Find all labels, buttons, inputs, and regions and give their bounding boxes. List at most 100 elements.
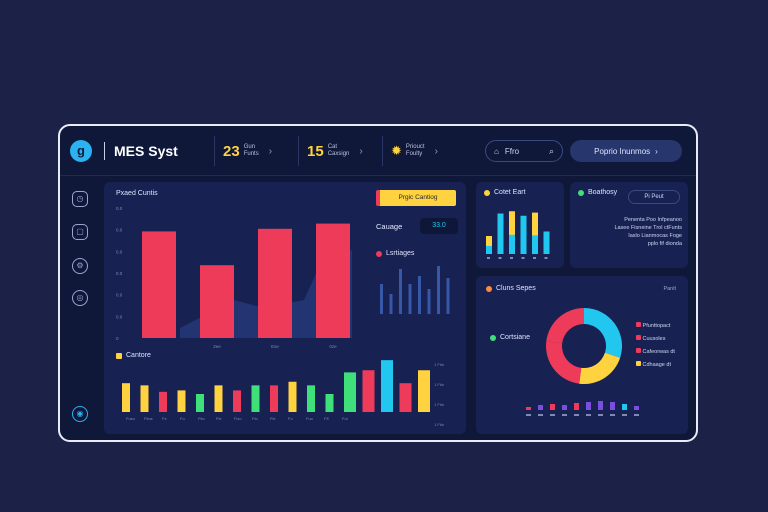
kpi-2[interactable]: 15 Cat Caxsign › xyxy=(298,136,363,166)
boat-panel: Boathosy Pi Peut Penenta Poo Infpeanoo L… xyxy=(570,182,688,268)
legend-dot xyxy=(578,189,584,196)
x-tick-label: Fuso xyxy=(126,416,136,421)
count-bar-chart xyxy=(486,211,550,259)
count-chart-panel: Cotet Eart xyxy=(476,182,564,268)
search-icon[interactable]: ⌕ xyxy=(548,145,554,156)
x-tick xyxy=(526,414,531,416)
bar xyxy=(598,401,603,410)
mini-title: Lsrtiages xyxy=(376,250,414,257)
x-tick xyxy=(487,257,490,259)
legend-dot xyxy=(376,250,382,257)
donut-chart xyxy=(546,308,622,384)
x-tick xyxy=(533,257,536,259)
donut-legend: Pfunttopact Cuusoles Cafeorwas dt Cdhaag… xyxy=(636,320,675,372)
donut-slice xyxy=(584,308,622,358)
gear-icon[interactable]: ⚙ xyxy=(72,258,88,274)
bar xyxy=(316,223,350,338)
bar xyxy=(562,405,567,410)
bar xyxy=(532,212,538,254)
help-icon[interactable]: ◉ xyxy=(72,406,88,422)
orange-tag[interactable]: Prgic Cantiog xyxy=(376,190,456,206)
bar xyxy=(526,407,531,410)
x-tick-label: Fito xyxy=(198,416,205,421)
bar xyxy=(418,370,430,412)
y-tick-label: 0 xyxy=(116,336,119,341)
count-title: Cotet Eart xyxy=(484,189,526,196)
donut-title: Cluns Sepes xyxy=(486,285,536,292)
chevron-right-icon: › xyxy=(359,145,363,157)
action-button[interactable]: Poprio Inunmos › xyxy=(570,140,682,162)
y-tick-label: 0.0 xyxy=(116,228,123,233)
bar xyxy=(325,394,334,412)
logo-icon: g xyxy=(70,140,92,162)
top-bar: g MES Syst 23 Gun Funts › 15 Cat Caxsign ›… xyxy=(60,126,696,176)
chevron-right-icon: › xyxy=(268,145,273,157)
legend-item: Pfunttopact xyxy=(636,320,675,333)
y-tick-label: 0.0 xyxy=(116,249,123,254)
kpi-label: Priouct Foulty xyxy=(405,144,425,157)
bar xyxy=(142,231,176,338)
boat-line: Penenta Poo Infpeanoo xyxy=(624,217,682,223)
bar xyxy=(550,404,555,410)
y-tick-label: 1 Fito xyxy=(434,382,445,387)
home-icon[interactable]: ◷ xyxy=(72,191,88,207)
search-box[interactable]: ⌂ Ffro ⌕ xyxy=(485,140,563,162)
donut-panel: Cluns Sepes Panlt Cortsiane Pfunttopact … xyxy=(476,276,688,434)
x-tick xyxy=(550,414,555,416)
boat-button[interactable]: Pi Peut xyxy=(628,190,680,204)
home-icon: ⌂ xyxy=(494,146,499,156)
settings-icon[interactable]: ◎ xyxy=(72,290,88,306)
boat-text: Penenta Poo Infpeanoo Lasee Fisneine Tro… xyxy=(576,216,682,248)
kpi-label: Gun Funts xyxy=(243,144,259,157)
kpi-label: Cat Caxsign xyxy=(327,144,350,157)
kpi-1[interactable]: 23 Gun Funts › xyxy=(214,136,272,166)
x-tick-label: 0ze xyxy=(329,344,337,349)
box-icon[interactable]: ▢ xyxy=(72,224,88,240)
boat-line: Lasee Fisneine Trol ctFunts xyxy=(614,225,682,231)
app-title: MES Syst xyxy=(114,143,178,159)
x-tick xyxy=(586,414,591,416)
bar xyxy=(177,390,186,412)
secondary-title: Cantore xyxy=(116,352,151,359)
kpi-value: 23 xyxy=(223,142,240,160)
bar xyxy=(574,403,579,410)
y-tick-label: 0.0 xyxy=(116,293,123,298)
main-chart-panel: Pxaed Cuntis 0 0.0 0.0 0.0 0.0 0.0 0.0 2ee Ese 0z… xyxy=(104,182,466,434)
donut-slice xyxy=(546,341,582,384)
donut-left-label-text: Cortsiane xyxy=(500,334,530,341)
bar xyxy=(399,383,412,412)
bar xyxy=(399,269,402,314)
x-tick-label: Ful xyxy=(342,416,348,421)
y-tick-label: 0.0 xyxy=(116,206,123,211)
bar xyxy=(408,284,412,314)
bar xyxy=(380,284,383,314)
bar xyxy=(622,404,627,410)
x-tick xyxy=(622,414,627,416)
x-tick-label: 2ee xyxy=(213,344,221,349)
bar xyxy=(538,405,543,410)
legend-item: Cdhaage dt xyxy=(636,359,675,372)
x-tick-label: Fle xyxy=(270,416,276,421)
x-tick xyxy=(521,257,525,259)
mini-bar-chart xyxy=(380,266,450,314)
action-button-label: Poprio Inunmos xyxy=(594,146,651,156)
bar-segment xyxy=(543,243,550,254)
bar xyxy=(520,215,527,254)
legend-dot xyxy=(484,189,490,196)
kpi-3[interactable]: ✹ Priouct Foulty › xyxy=(382,136,438,166)
x-tick xyxy=(610,414,615,416)
panel-title: Pxaed Cuntis xyxy=(116,190,158,197)
bar xyxy=(389,294,393,314)
x-tick-label: Fo xyxy=(288,416,293,421)
bar xyxy=(446,278,450,314)
bar xyxy=(543,231,550,254)
legend-dot xyxy=(486,285,492,292)
x-tick xyxy=(510,257,513,259)
gear-icon: ✹ xyxy=(391,143,402,158)
x-tick-label: FE xyxy=(324,416,329,421)
donut-slice xyxy=(546,308,584,344)
bar xyxy=(270,385,278,412)
legend-dot xyxy=(116,352,122,359)
x-tick xyxy=(634,414,639,416)
y-tick-label: 0.0 xyxy=(116,314,123,319)
